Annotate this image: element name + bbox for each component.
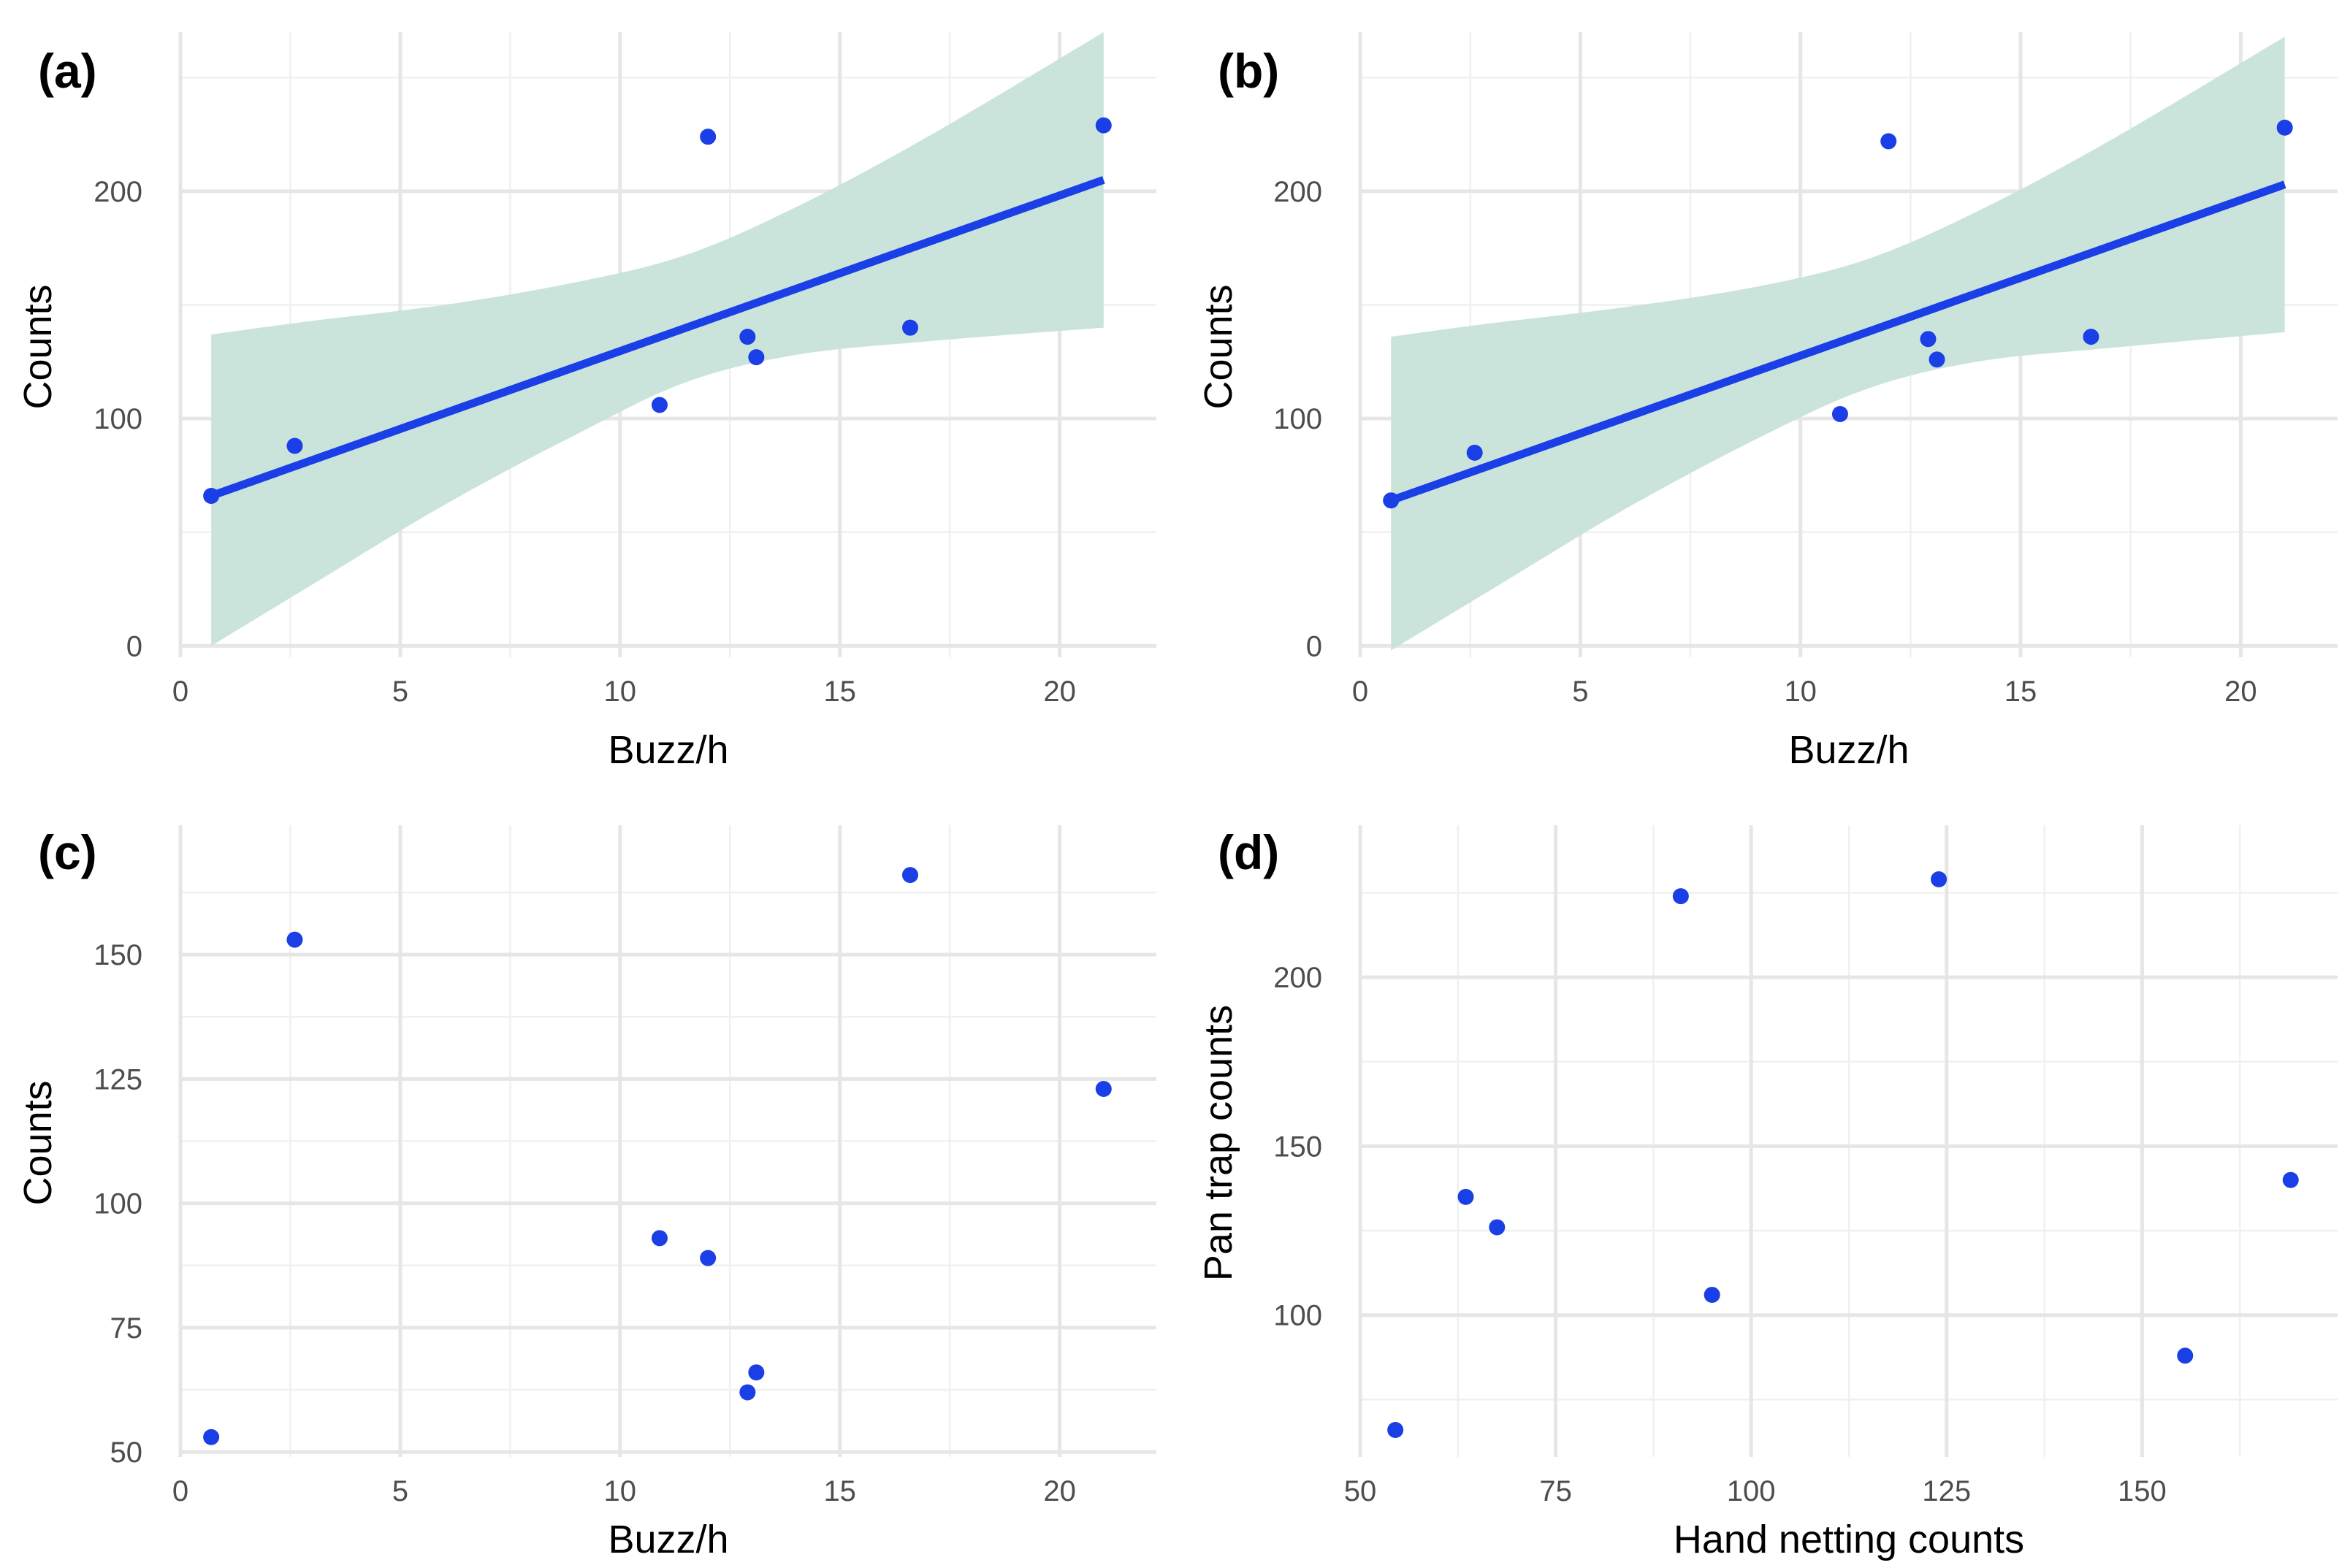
x-tick-label: 10 xyxy=(1784,676,1817,708)
data-point-b-6 xyxy=(1929,351,1945,368)
y-axis-title-a: Counts xyxy=(16,284,60,409)
x-tick-label: 0 xyxy=(1352,676,1368,708)
y-tick-label: 100 xyxy=(1273,403,1322,435)
y-tick-label: 100 xyxy=(1273,1300,1322,1332)
data-point-a-1 xyxy=(203,487,220,504)
data-point-c-6 xyxy=(748,1364,765,1381)
data-point-b-2 xyxy=(1466,444,1483,461)
data-point-a-7 xyxy=(901,319,918,336)
data-point-d-5 xyxy=(1704,1286,1720,1303)
y-tick-label: 75 xyxy=(110,1312,143,1345)
regression-line xyxy=(210,176,1105,500)
data-point-d-8 xyxy=(2282,1171,2299,1188)
data-point-c-5 xyxy=(739,1384,756,1401)
data-point-d-3 xyxy=(1489,1219,1506,1236)
y-tick-label: 200 xyxy=(1273,962,1322,994)
x-tick-label: 150 xyxy=(2118,1475,2167,1507)
data-point-a-3 xyxy=(651,397,668,413)
data-point-a-4 xyxy=(700,129,717,145)
x-tick-label: 100 xyxy=(1727,1475,1776,1507)
regression-line xyxy=(1389,180,2286,505)
y-axis-title-d: Pan trap counts xyxy=(1197,1005,1240,1281)
data-point-b-1 xyxy=(1383,492,1400,509)
x-tick-label: 5 xyxy=(1572,676,1588,708)
data-point-d-4 xyxy=(1672,888,1689,905)
panel-tag-b: (b) xyxy=(1218,44,1279,98)
x-axis-title-a: Buzz/h xyxy=(608,728,728,772)
x-tick-label: 20 xyxy=(1043,1475,1076,1507)
y-tick-label: 200 xyxy=(1273,176,1322,208)
x-axis-title-c: Buzz/h xyxy=(608,1518,728,1561)
data-point-d-1 xyxy=(1387,1421,1404,1438)
data-point-b-4 xyxy=(1880,133,1897,150)
y-tick-label: 0 xyxy=(1306,630,1322,662)
x-tick-label: 15 xyxy=(823,676,856,708)
x-tick-label: 0 xyxy=(172,1475,188,1507)
data-point-c-2 xyxy=(286,931,303,948)
y-tick-label: 100 xyxy=(94,403,142,435)
y-axis-title-b: Counts xyxy=(1197,284,1240,409)
y-tick-label: 150 xyxy=(1273,1131,1322,1163)
y-tick-label: 0 xyxy=(126,630,142,662)
data-point-d-2 xyxy=(1457,1188,1474,1205)
data-point-a-2 xyxy=(286,437,303,454)
data-point-c-8 xyxy=(1095,1080,1112,1097)
y-tick-label: 200 xyxy=(94,176,142,208)
x-tick-label: 10 xyxy=(604,676,637,708)
panel-tag-a: (a) xyxy=(38,44,97,98)
y-axis-title-c: Counts xyxy=(16,1080,60,1205)
x-tick-label: 50 xyxy=(1344,1475,1377,1507)
x-tick-label: 15 xyxy=(2004,676,2037,708)
data-point-a-6 xyxy=(748,349,765,366)
data-point-d-7 xyxy=(2177,1347,2194,1364)
data-point-b-3 xyxy=(1831,405,1848,422)
x-axis-title-b: Buzz/h xyxy=(1788,728,1909,772)
x-tick-label: 5 xyxy=(392,1475,408,1507)
x-tick-label: 125 xyxy=(1922,1475,1971,1507)
data-point-c-1 xyxy=(203,1429,220,1445)
panel-c: 0 5 10 15 20 50 75 100 125 150 (c) Buzz/h Counts xyxy=(16,825,1156,1561)
panel-d: 50 75 100 125 150 100 150 200 (d) Hand netting co… xyxy=(1197,825,2338,1561)
x-tick-label: 20 xyxy=(2224,676,2257,708)
panel-tag-c: (c) xyxy=(38,825,97,879)
panel-tag-d: (d) xyxy=(1218,825,1279,879)
x-tick-label: 10 xyxy=(604,1475,637,1507)
y-tick-label: 125 xyxy=(94,1063,142,1095)
x-tick-label: 20 xyxy=(1043,676,1076,708)
x-axis-title-d: Hand netting counts xyxy=(1674,1518,2024,1561)
data-point-b-7 xyxy=(2083,329,2099,345)
data-point-c-3 xyxy=(651,1230,668,1247)
data-point-b-8 xyxy=(2276,119,2293,136)
y-tick-label: 150 xyxy=(94,939,142,971)
data-point-d-6 xyxy=(1931,871,1947,888)
x-tick-label: 15 xyxy=(823,1475,856,1507)
x-tick-label: 5 xyxy=(392,676,408,708)
y-tick-label: 50 xyxy=(110,1437,143,1469)
y-tick-label: 100 xyxy=(94,1188,142,1220)
x-tick-label: 75 xyxy=(1539,1475,1572,1507)
data-point-c-4 xyxy=(700,1250,717,1266)
data-point-c-7 xyxy=(901,867,918,884)
x-tick-label: 0 xyxy=(172,676,188,708)
data-point-a-5 xyxy=(739,329,756,345)
data-point-a-8 xyxy=(1095,117,1112,134)
data-point-b-5 xyxy=(1920,331,1937,348)
